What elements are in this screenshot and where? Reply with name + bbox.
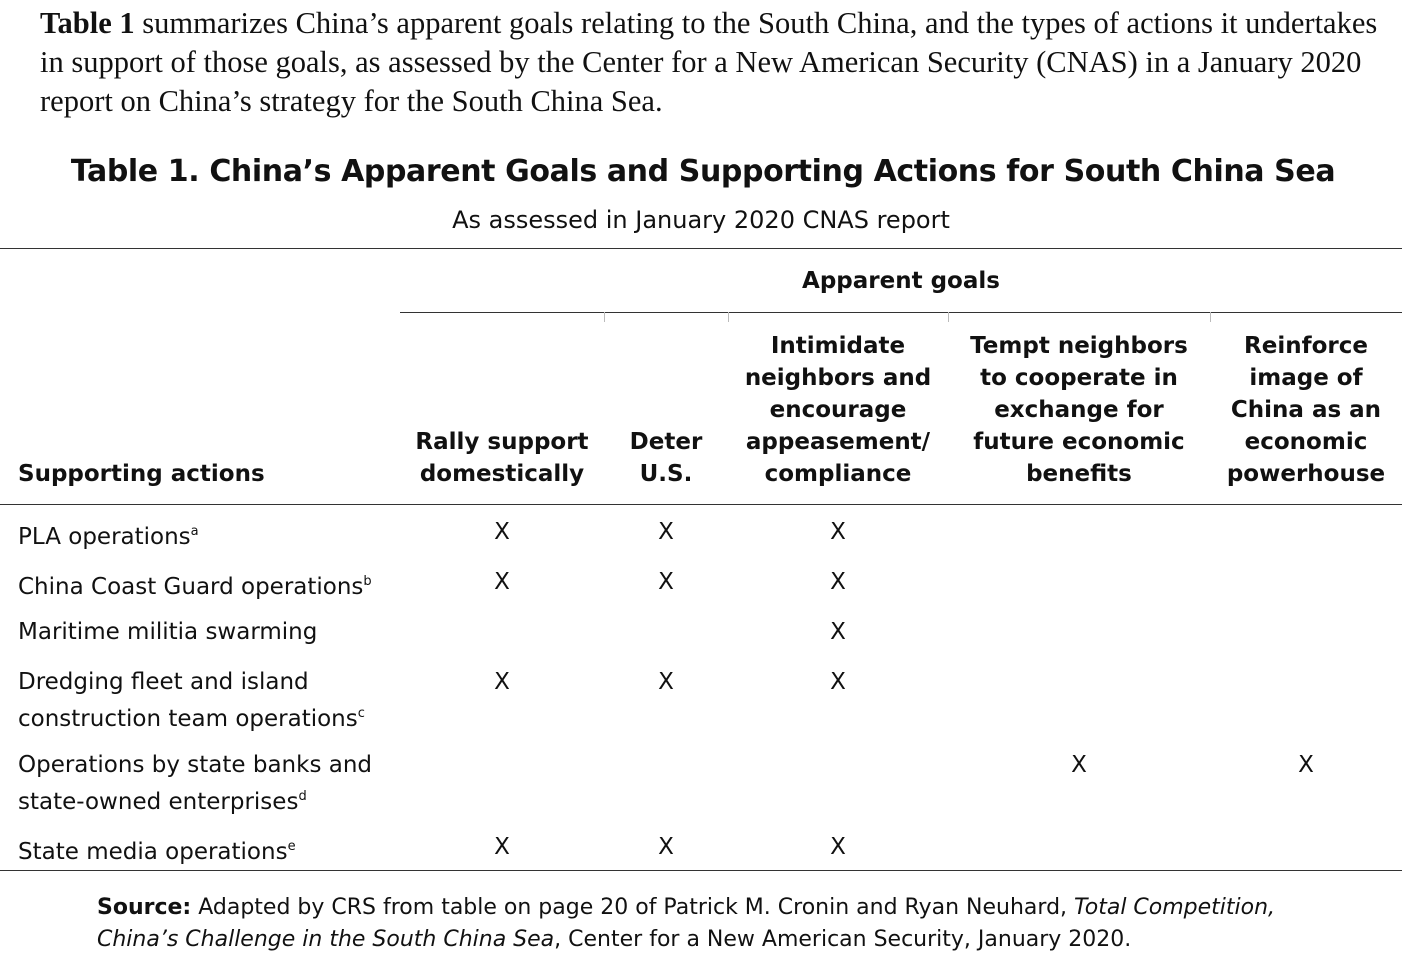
row-label-text: Dredging fleet and island [18,669,309,695]
row-label-text: Operations by state banks and [18,752,373,778]
row-label-text: PLA operations [18,524,191,550]
column-header-goal-5: Reinforce image of China as an economic powe… [1210,330,1402,490]
goal-mark: X [830,569,846,595]
goal-mark: X [658,519,674,545]
goal-mark: X [658,569,674,595]
column-header-goal-3: Intimidate neighbors and encourage appeasem… [728,330,948,490]
goal-mark: X [494,834,510,860]
row-label: Maritime militia swarming [18,616,317,648]
row-label-line: Maritime militia swarming [18,616,317,648]
goal-mark: X [494,669,510,695]
row-label-line: China Coast Guard operationsb [18,566,372,603]
goal-mark: X [830,834,846,860]
rule-top [0,248,1402,249]
apparent-goals-header: Apparent goals [802,268,1000,294]
column-header-line: economic [1244,429,1368,455]
column-header-line: exchange for [994,397,1164,423]
rule-bottom [0,870,1402,871]
column-header-line: domestically [419,461,585,487]
goal-mark: X [494,569,510,595]
row-label-text: construction team operations [18,706,358,732]
intro-lead: Table 1 [40,6,135,40]
row-label-line: state-owned enterprisesd [18,781,372,818]
row-label-line: PLA operationsa [18,516,199,553]
row-label-line: Dredging fleet and island [18,666,365,698]
column-header-line: Intimidate [770,333,906,359]
column-header-line: benefits [1026,461,1132,487]
row-label: Dredging fleet and island construction te… [18,666,365,735]
goal-mark: X [830,619,846,645]
column-header-line: China as an [1230,397,1382,423]
column-header-line: encourage [769,397,907,423]
intro-text: summarizes China’s apparent goals relati… [40,6,1378,118]
column-header-line: U.S. [639,461,693,487]
row-label-text: Maritime militia swarming [18,619,318,645]
intro-paragraph: Table 1 summarizes China’s apparent goal… [40,4,1380,121]
column-header-line: powerhouse [1226,461,1386,487]
column-header-line: to cooperate in [980,365,1178,391]
column-header-line: Tempt neighbors [970,333,1188,359]
column-header-line: compliance [764,461,912,487]
source-label: Source: [97,895,192,920]
column-tick [1210,312,1211,322]
column-header-line: neighbors and [744,365,932,391]
source-note: Source: Adapted by CRS from table on pag… [97,892,1357,956]
rule-goals [400,312,1402,313]
footnote-marker: b [363,574,372,589]
row-label-line: construction team operationsc [18,698,365,735]
row-label-line: State media operationse [18,831,296,868]
column-header-line: Deter [629,429,703,455]
goal-mark: X [1071,752,1087,778]
row-label: PLA operationsa [18,516,199,553]
column-header-goal-1: Rally support domestically [400,330,604,490]
column-header-goal-2: Deter U.S. [604,330,728,490]
goal-mark: X [658,834,674,860]
column-header-supporting-actions: Supporting actions [18,330,398,490]
goal-mark: X [830,519,846,545]
row-label-text: state-owned enterprises [18,789,299,815]
goal-mark: X [658,669,674,695]
row-label-text: China Coast Guard operations [18,574,364,600]
column-tick [728,312,729,322]
source-text-2: , Center for a New American Security, Ja… [554,927,1132,952]
column-header-line: Reinforce [1244,333,1368,359]
row-label: Operations by state banks and state-owned… [18,749,372,818]
goal-mark: X [494,519,510,545]
footnote-marker: e [287,839,296,854]
column-header-line: Rally support [415,429,589,455]
column-header-line: appeasement/ [745,429,931,455]
source-title: Total Competition, China’s Challenge in … [97,895,1276,952]
goal-mark: X [1298,752,1314,778]
column-header-goal-4: Tempt neighbors to cooperate in exchange f… [948,330,1210,490]
row-label-line: Operations by state banks and [18,749,372,781]
column-header-line: image of [1249,365,1363,391]
footnote-marker: c [357,706,365,721]
row-label: China Coast Guard operationsb [18,566,372,603]
source-text-1: Adapted by CRS from table on page 20 of … [191,895,1075,920]
footnote-marker: d [298,789,307,804]
footnote-marker: a [190,524,199,539]
column-header-line: Supporting actions [18,461,265,487]
column-tick [604,312,605,322]
goal-mark: X [830,669,846,695]
row-label: State media operationse [18,831,296,868]
row-label-text: State media operations [18,839,288,865]
rule-header [0,504,1402,505]
column-tick [948,312,949,322]
column-header-line: future economic [973,429,1185,455]
table-title: Table 1. China’s Apparent Goals and Supp… [70,154,1336,189]
table-subtitle: As assessed in January 2020 CNAS report [452,206,950,234]
